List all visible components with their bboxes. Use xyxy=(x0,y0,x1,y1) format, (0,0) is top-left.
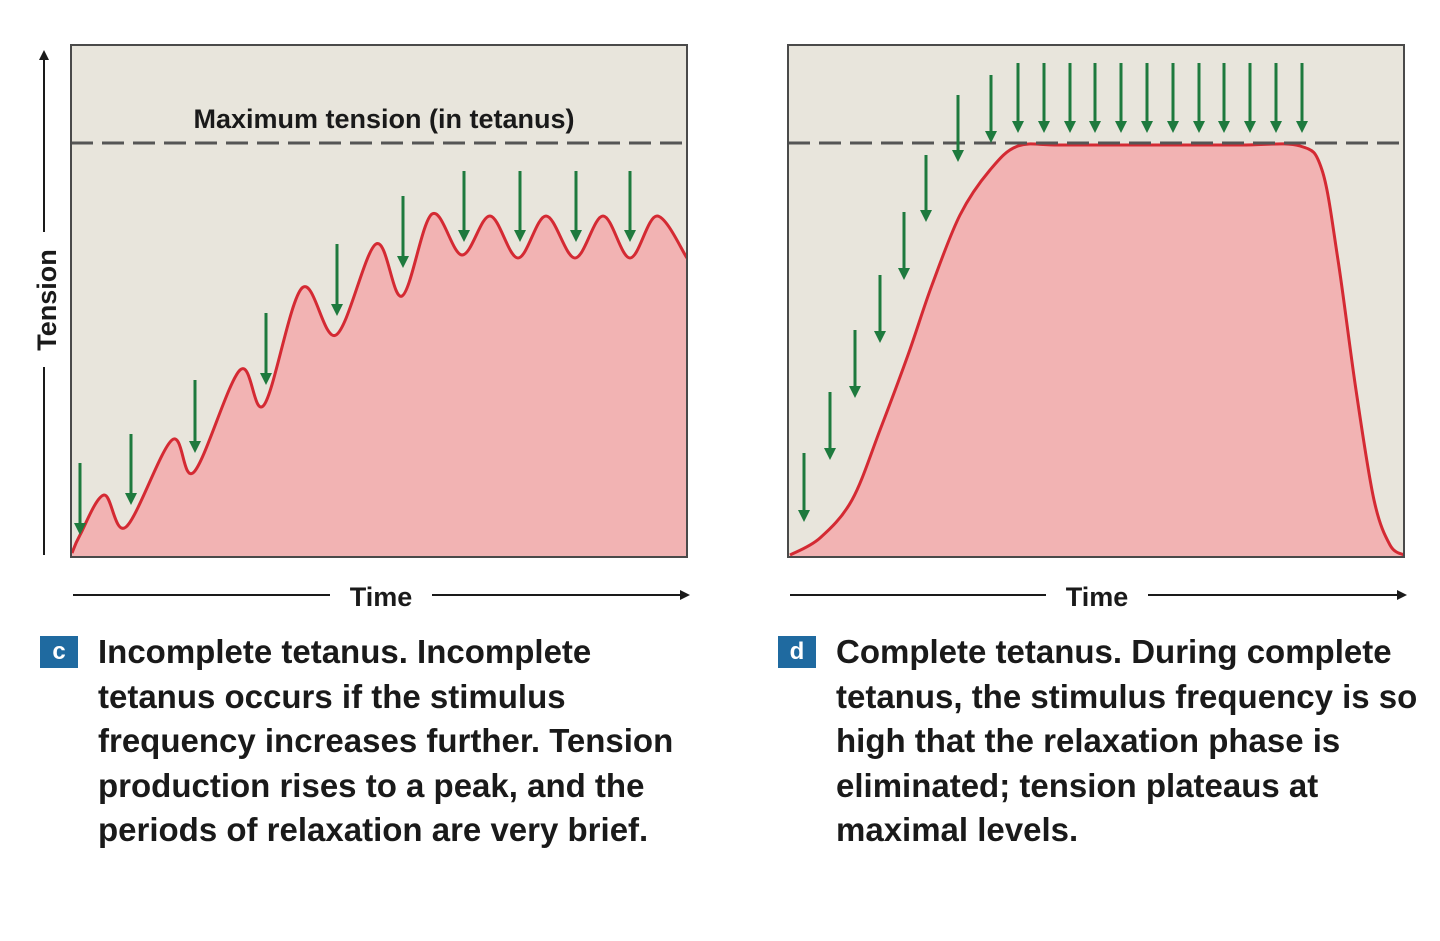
down-arrow-icon xyxy=(1141,121,1153,133)
panel-c-tension-area xyxy=(71,213,687,557)
panel-c-caption: c Incomplete tetanus. Incomplete tetanus… xyxy=(40,630,680,853)
panel-d-chart xyxy=(787,44,1405,558)
down-arrow-icon xyxy=(874,331,886,343)
down-arrow-icon xyxy=(985,131,997,143)
panel-d-x-axis: Time xyxy=(790,578,1407,614)
panel-d-caption: d Complete tetanus. During complete teta… xyxy=(778,630,1418,853)
panel-c-badge: c xyxy=(40,636,78,668)
panel-c-chart: Maximum tension (in tetanus) xyxy=(70,44,688,558)
down-arrow-icon xyxy=(1244,121,1256,133)
down-arrow-icon xyxy=(952,150,964,162)
down-arrow-icon xyxy=(898,268,910,280)
down-arrow-icon xyxy=(920,210,932,222)
panel-d-x-axis-label: Time xyxy=(1066,582,1129,612)
down-arrow-icon xyxy=(514,230,526,242)
down-arrow-icon xyxy=(824,448,836,460)
panel-d-tension-area xyxy=(788,143,1404,557)
down-arrow-icon xyxy=(397,256,409,268)
down-arrow-icon xyxy=(1193,121,1205,133)
down-arrow-icon xyxy=(1270,121,1282,133)
panel-d-badge: d xyxy=(778,636,816,668)
panel-d-caption-text: Complete tetanus. During complete tetanu… xyxy=(836,633,1418,848)
down-arrow-icon xyxy=(458,230,470,242)
panel-c-frame xyxy=(70,44,688,558)
panel-c-x-axis-label: Time xyxy=(350,582,413,612)
down-arrow-icon xyxy=(331,304,343,316)
down-arrow-icon xyxy=(1038,121,1050,133)
down-arrow-icon xyxy=(1012,121,1024,133)
down-arrow-icon xyxy=(624,230,636,242)
down-arrow-icon xyxy=(260,373,272,385)
down-arrow-icon xyxy=(849,386,861,398)
down-arrow-icon xyxy=(1089,121,1101,133)
panel-c-max-tension-label: Maximum tension (in tetanus) xyxy=(193,104,574,134)
panel-c-caption-text: Incomplete tetanus. Incomplete tetanus o… xyxy=(98,633,674,848)
down-arrow-icon xyxy=(798,510,810,522)
y-axis-label: Tension xyxy=(32,249,62,351)
down-arrow-icon xyxy=(1115,121,1127,133)
panel-c-stimulus-arrows xyxy=(74,171,636,535)
panel-d-tension-curve xyxy=(789,142,1404,557)
down-arrow-icon xyxy=(1167,121,1179,133)
panel-d-frame xyxy=(787,44,1405,558)
down-arrow-icon xyxy=(125,493,137,505)
down-arrow-icon xyxy=(1218,121,1230,133)
panel-d-stimulus-arrows xyxy=(798,63,1308,522)
down-arrow-icon xyxy=(189,441,201,453)
down-arrow-icon xyxy=(570,230,582,242)
down-arrow-icon xyxy=(1064,121,1076,133)
down-arrow-icon xyxy=(74,523,86,535)
down-arrow-icon xyxy=(1296,121,1308,133)
y-axis: Tension xyxy=(28,50,62,555)
panel-c-tension-curve xyxy=(71,212,687,554)
panel-c-x-axis: Time xyxy=(73,578,690,614)
